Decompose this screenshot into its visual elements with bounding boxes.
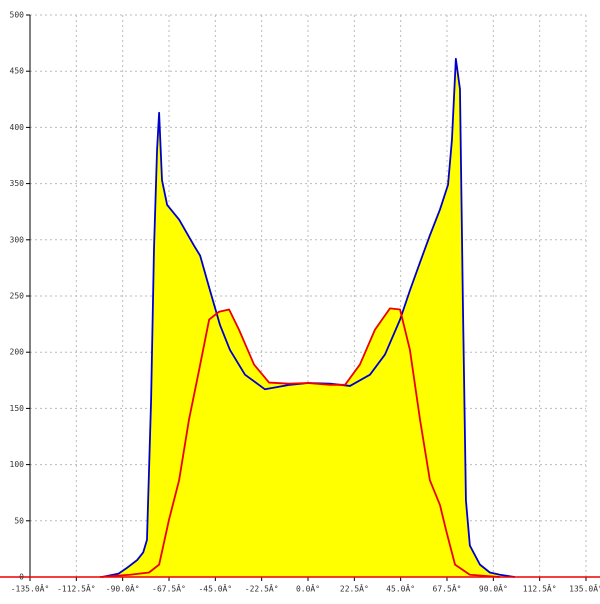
areas <box>100 58 515 577</box>
y-tick-label: 300 <box>10 235 25 244</box>
y-tick-label: 500 <box>10 11 25 20</box>
y-tick-label: 200 <box>10 348 25 357</box>
x-tick-label: -22.5Â° <box>245 583 279 594</box>
area <box>100 308 500 577</box>
lines <box>99 57 515 578</box>
x-tick-label: 90.0Â° <box>479 583 508 594</box>
x-tick-label: 112.5Â° <box>523 583 557 594</box>
x-tick-label: 67.5Â° <box>433 583 462 594</box>
x-tick-label: 22.5Â° <box>340 583 369 594</box>
x-tick-label: -45.0Â° <box>198 583 232 594</box>
x-tick-label: 0.0Â° <box>296 583 320 594</box>
y-tick-label: 250 <box>10 292 25 301</box>
y-tick-label: 0 <box>19 573 24 582</box>
line <box>99 307 500 578</box>
labels: 0 50 100 150 200 250 300 350 400 450 500 -135.0Â° -1… <box>10 11 600 594</box>
y-tick-label: 100 <box>10 460 25 469</box>
y-tick-label: 450 <box>10 67 25 76</box>
x-tick-label: 45.0Â° <box>386 583 415 594</box>
y-tick-label: 150 <box>10 404 25 413</box>
x-tick-label: -67.5Â° <box>152 583 186 594</box>
x-tick-label: -90.0Â° <box>106 583 140 594</box>
x-tick-label: 135.0Â° <box>569 583 600 594</box>
y-tick-label: 400 <box>10 123 25 132</box>
y-tick-label: 350 <box>10 179 25 188</box>
x-tick-label: -135.0Â° <box>11 583 50 594</box>
x-tick-label: -112.5Â° <box>57 583 96 594</box>
y-tick-label: 50 <box>14 516 24 525</box>
